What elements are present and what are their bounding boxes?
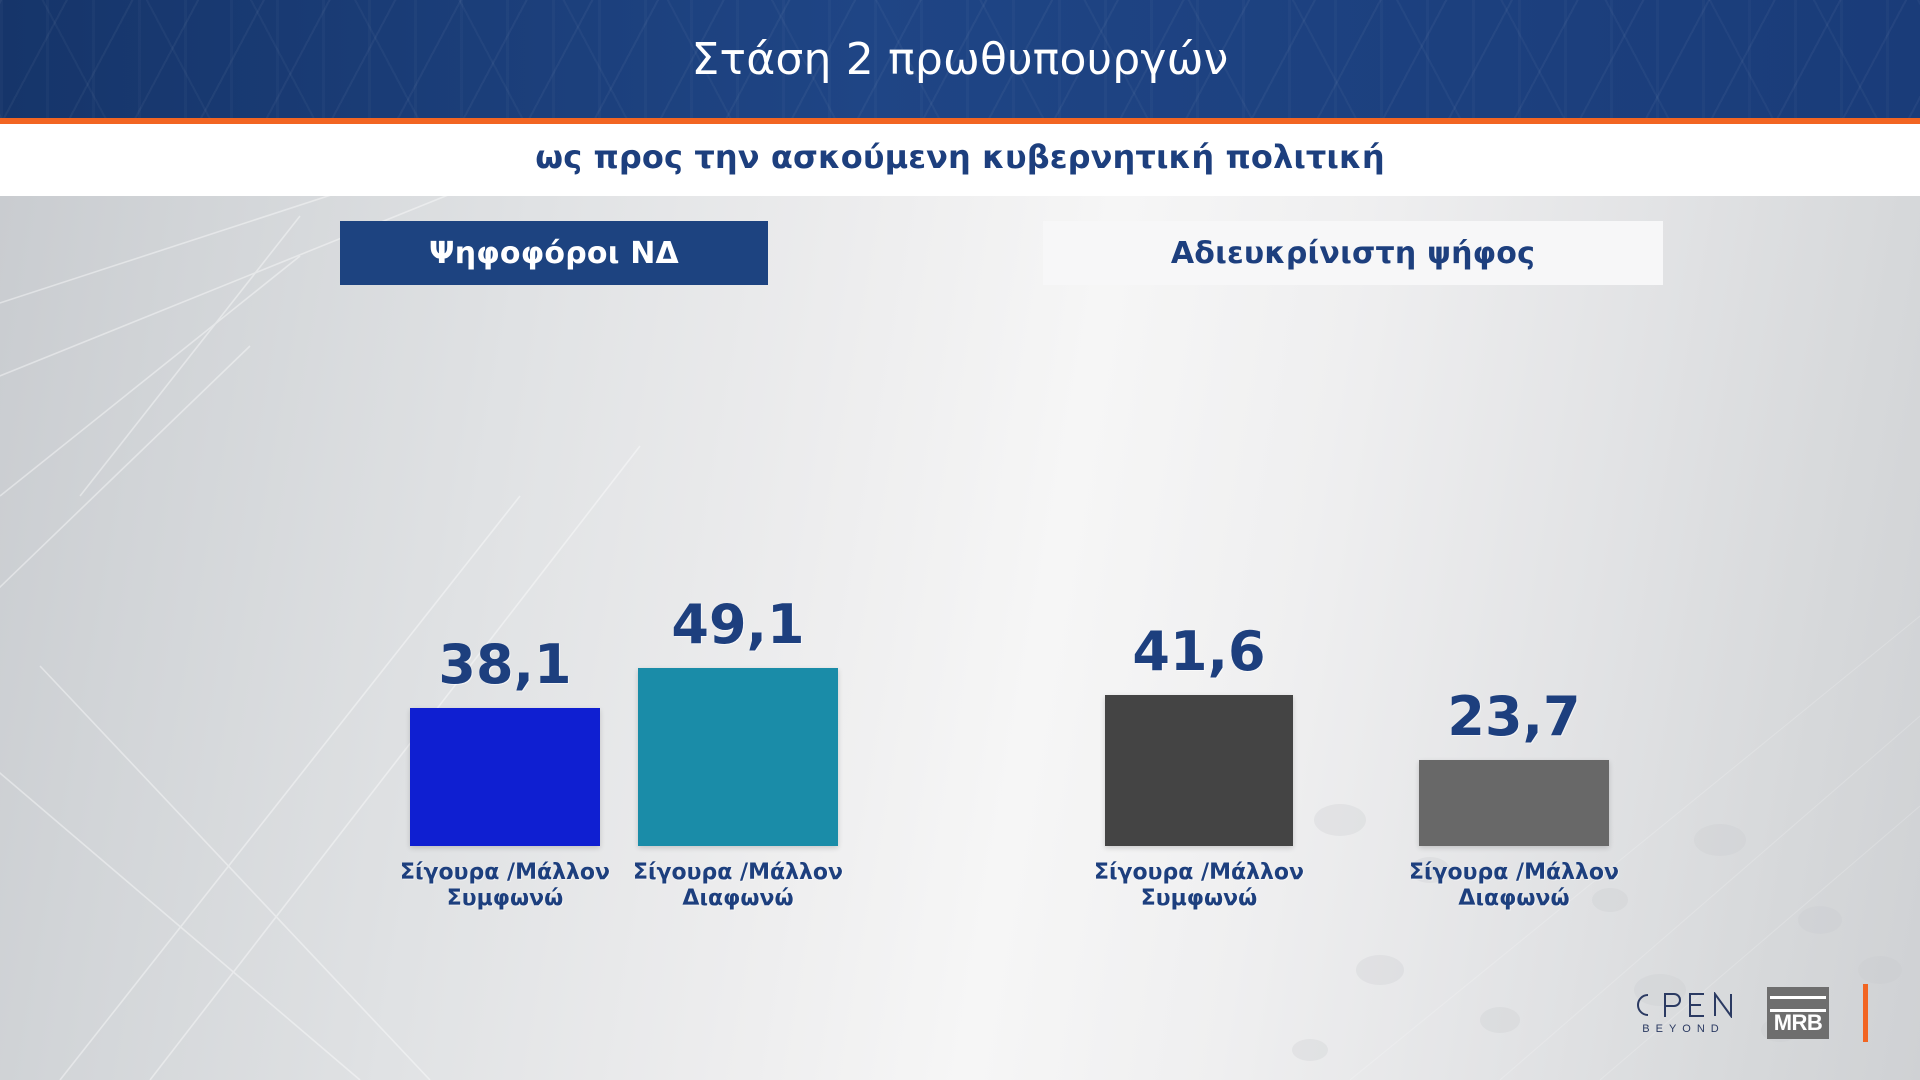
open-p-icon [1664,992,1681,1017]
mrb-logo-bar [1770,996,1826,1012]
mrb-logo: MRB [1767,987,1829,1039]
mrb-logo-text: MRB [1773,1010,1823,1035]
page-title: Στάση 2 πρωθυπουργών [691,34,1229,85]
footer-logos: BEYOND MRB [1634,984,1868,1042]
bar-category-label: Σίγουρα /Μάλλον Συμφωνώ [1093,860,1305,911]
group-header-nd-voters: Ψηφοφόροι ΝΔ [340,221,768,285]
bar-group-3: 23,7 Σίγουρα /Μάλλον Διαφωνώ [1409,685,1619,911]
bar-value-label: 41,6 [1132,620,1266,684]
orange-tick-decoration [1863,984,1868,1042]
bar-value-label: 23,7 [1447,685,1581,749]
open-logo-wordmark [1634,991,1733,1018]
bar-value-label: 49,1 [671,593,805,657]
bar-value-label: 38,1 [438,633,572,697]
bar-rect [1105,695,1293,846]
header-accent-rule [0,118,1920,124]
chart-area: Ψηφοφόροι ΝΔ Αδιευκρίνιστη ψήφος 38,1 Σίγ… [0,196,1920,1080]
page-subtitle: ως προς την ασκούμενη κυβερνητική πολιτι… [535,138,1385,176]
bar-group-1: 49,1 Σίγουρα /Μάλλον Διαφωνώ [633,593,843,911]
bar-group-2: 41,6 Σίγουρα /Μάλλον Συμφωνώ [1094,620,1304,911]
open-logo-tagline: BEYOND [1642,1022,1725,1035]
bar-category-label: Σίγουρα /Μάλλον Διαφωνώ [1408,860,1620,911]
open-e-icon [1689,992,1704,1017]
bar-rect [1419,760,1609,846]
bar-category-label: Σίγουρα /Μάλλον Συμφωνώ [399,860,611,911]
open-n-icon [1714,991,1732,1018]
bar-rect [410,708,600,846]
group-header-label: Αδιευκρίνιστη ψήφος [1170,235,1536,271]
bar-chart-plot: 38,1 Σίγουρα /Μάλλον Συμφωνώ 49,1 Σίγουρα /… [0,196,1920,1080]
subtitle-band: ως προς την ασκούμενη κυβερνητική πολιτι… [0,124,1920,196]
bar-category-label: Σίγουρα /Μάλλον Διαφωνώ [632,860,844,911]
group-header-label: Ψηφοφόροι ΝΔ [429,235,679,271]
group-header-undecided: Αδιευκρίνιστη ψήφος [1043,221,1663,285]
header-band: Στάση 2 πρωθυπουργών [0,0,1920,118]
bar-group-0: 38,1 Σίγουρα /Μάλλον Συμφωνώ [400,633,610,911]
open-o-icon [1637,993,1649,1016]
open-beyond-logo: BEYOND [1634,991,1733,1035]
bar-rect [638,668,838,846]
